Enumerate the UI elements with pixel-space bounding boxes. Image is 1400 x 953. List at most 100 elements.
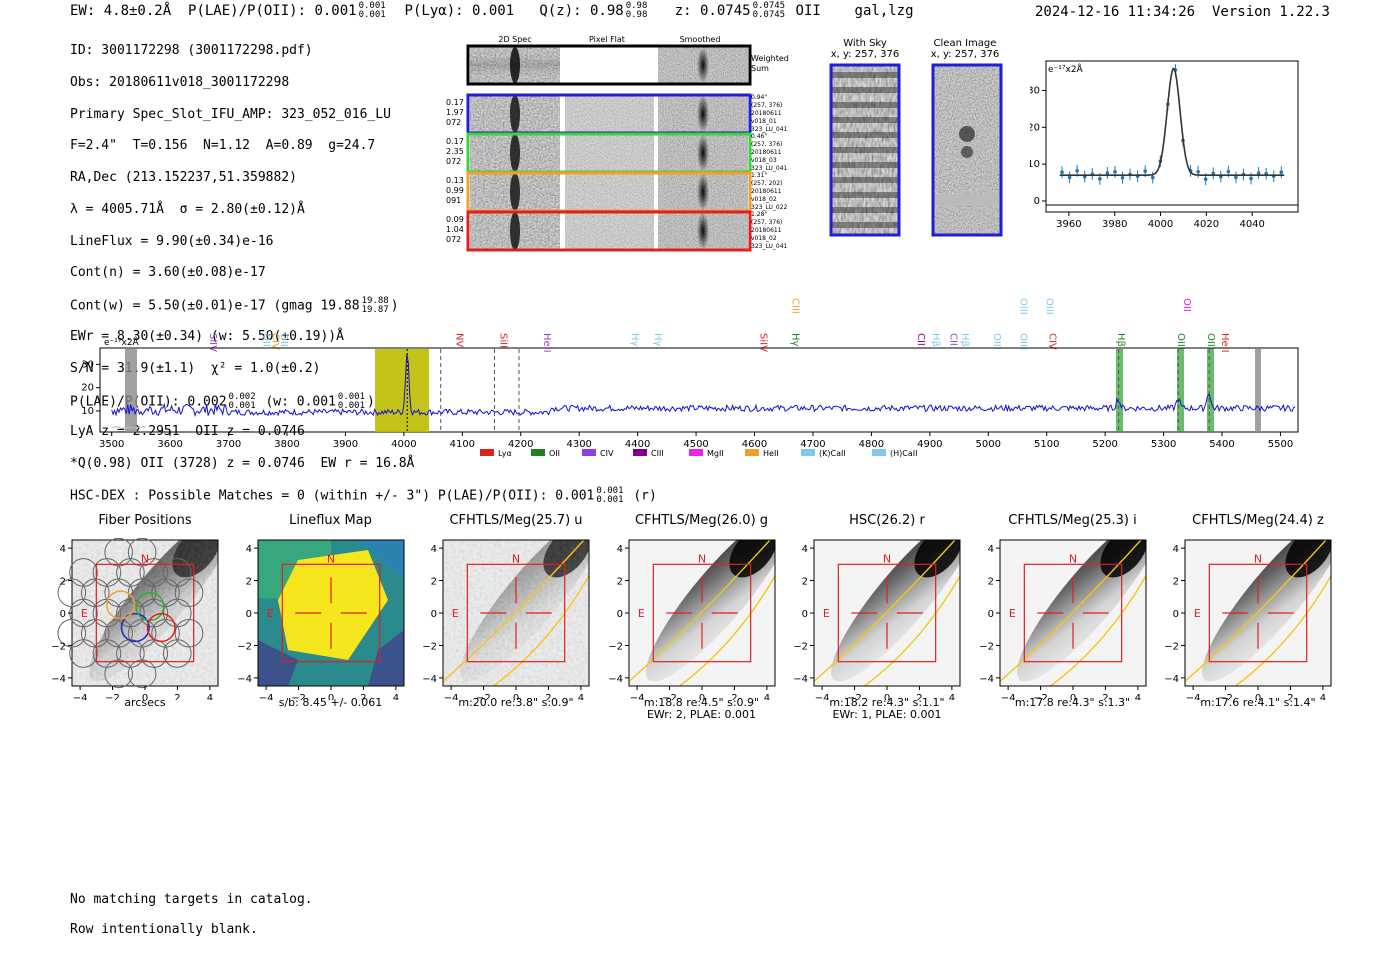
clean-image-title: Clean Image x, y: 257, 376 — [920, 38, 1010, 60]
cutout-xtick: 4 — [207, 693, 213, 700]
spectrum-xtick: 4900 — [917, 439, 942, 450]
hsc-suffix: (r) — [633, 488, 657, 504]
info-plae-w: (w: 0.001 — [265, 394, 336, 410]
sky-trace — [111, 425, 146, 430]
line-label: OIII — [1175, 333, 1186, 350]
footer-line2: Row intentionally blank. — [70, 922, 258, 937]
hsc-text: HSC-DEX : Possible Matches = 0 (within +… — [70, 488, 595, 504]
cutout-xtick: −4 — [444, 693, 459, 700]
line-label: CIV — [1047, 333, 1058, 350]
legend-entry: OII — [549, 449, 560, 458]
cutout-3: CFHTLS/Meg(25.7) u N E −4 −2 0 2 4 4 2 0 −2 −4 m:20.0… — [411, 508, 596, 723]
cutout-ytick: 4 — [431, 544, 437, 555]
aperture-box — [95, 563, 195, 663]
spectrum-xtick: 3600 — [157, 439, 182, 450]
clean-label: Clean Image — [933, 38, 997, 49]
spec2d-row-right-value: 0.94" — [751, 94, 767, 101]
cutout-1: Fiber Positions N E −4 −2 0 2 4 4 2 0 −2 −4 arcsecs — [40, 508, 225, 723]
cutout-ytick: −4 — [237, 674, 252, 685]
info-lineflux: LineFlux = 9.90(±0.34)e-16 — [70, 233, 274, 249]
info-radec: RA,Dec (213.152237,51.359882) — [70, 170, 297, 186]
cutout-ytick: −4 — [51, 674, 66, 685]
line-label: Hβ — [930, 333, 941, 347]
spec2d-row-right-value: 323_LU_041 — [751, 126, 788, 133]
east-label: E — [823, 607, 830, 620]
cutout-xtick: 2 — [1287, 693, 1293, 700]
cutout-xtick: −2 — [662, 693, 677, 700]
cutout-xtick: 4 — [578, 693, 584, 700]
detection-band — [375, 349, 429, 432]
info-contw-row: Cont(w) = 5.50(±0.01)e-17 (gmag 19.88 19.… — [70, 296, 399, 316]
spectrum-xtick: 5400 — [1209, 439, 1234, 450]
spec2d-row-right-value: 20180611 — [751, 227, 782, 234]
spec2d-row-right-value: v018_02 — [751, 235, 777, 242]
line-fit-point — [1067, 175, 1072, 180]
cutout-xtick: 4 — [763, 693, 769, 700]
cutout-caption-line1: s/b: 8.45 +/- 0.061 — [278, 696, 383, 709]
spectrum-xtick: 5200 — [1092, 439, 1117, 450]
line-label: NV — [453, 333, 464, 347]
cutout-xtick: 4 — [949, 693, 955, 700]
cutout-caption: s/b: 8.45 +/- 0.061 — [246, 697, 416, 709]
header-qz-range: 0.98 0.98 — [625, 1, 648, 20]
weighted-sum-row: Weighted Sum — [466, 44, 789, 86]
cutout-ytick: −4 — [793, 674, 808, 685]
spectrum-xtick: 3900 — [333, 439, 358, 450]
north-label: N — [1068, 552, 1076, 565]
header-ew: EW: 4.8±0.2Å — [70, 3, 172, 19]
cutout-xtick: −4 — [73, 693, 88, 700]
spectrum-xtick: 4300 — [566, 439, 591, 450]
cutout-ytick: 4 — [616, 544, 622, 555]
version: Version 1.22.3 — [1211, 4, 1330, 20]
cutout-xtick: 2 — [360, 693, 366, 700]
cutout-xtick: 4 — [392, 693, 398, 700]
line-fit-point — [1249, 176, 1253, 181]
cutout-caption-line1: m:17.6 re:4.1" s:1.4" — [1200, 696, 1316, 709]
cutout-ytick: 0 — [60, 609, 66, 620]
spec2d-row-right-value: 20180611 — [751, 149, 782, 156]
spec2d-row-right-value: (257, 202) — [751, 180, 782, 187]
weighted-label: Weighted — [751, 54, 789, 63]
col-2d-spec: 2D Spec — [498, 35, 531, 44]
spec2d-row-left-value: 091 — [446, 196, 461, 205]
col-pixel-flat: Pixel Flat — [589, 35, 625, 44]
line-fit-point — [1105, 171, 1110, 175]
line-fit-frame — [1045, 60, 1299, 213]
line-fit-point — [1234, 175, 1238, 180]
legend-entry: (H)CaII — [890, 449, 917, 458]
cutout-caption-line1: m:20.0 re:3.8" s:0.9" — [458, 696, 574, 709]
cutout-caption: m:17.8 re:4.3" s:1.3" — [988, 697, 1158, 709]
cutout-7: CFHTLS/Meg(24.4) z N E −4 −2 0 2 4 4 2 0 −2 −4 m:17.6… — [1153, 508, 1338, 723]
line-label: OII — [1181, 298, 1192, 312]
line-fit-xtick: 4000 — [1148, 219, 1173, 230]
cutout-xtick: 2 — [731, 693, 737, 700]
east-label: E — [1008, 607, 1015, 620]
spectrum-xtick: 5300 — [1151, 439, 1176, 450]
cutout-caption-line2: EWr: 2, PLAE: 0.001 — [646, 708, 757, 721]
spectrum-frame — [99, 347, 1299, 433]
col-smoothed: Smoothed — [680, 35, 721, 44]
line-label: OIII — [991, 333, 1002, 350]
spec2d-panel: 2D Spec Pixel Flat Smoothed Weighted Sum… — [446, 35, 789, 252]
line-label: OIII — [1044, 298, 1055, 315]
east-label: E — [452, 607, 459, 620]
line-fit-point — [1075, 168, 1079, 173]
cutout-ytick: 4 — [802, 544, 808, 555]
cutout-xtick: −2 — [1218, 693, 1233, 700]
spectrum-xtick: 4600 — [742, 439, 767, 450]
cutout-4: CFHTLS/Meg(26.0) g N E −4 −2 0 2 4 4 2 0 −2 −4 m:18.8… — [597, 508, 782, 723]
header-qz: Q(z): 0.98 — [539, 3, 624, 19]
line-fit-point — [1256, 171, 1261, 175]
line-fit-point — [1279, 170, 1284, 175]
line-label: OIII — [1017, 298, 1028, 315]
spec2d-row-left-value: 0.09 — [446, 215, 464, 224]
spectrum-trace — [111, 353, 1296, 418]
line-label: CIII — [790, 298, 801, 314]
line-fit-xtick: 3960 — [1056, 219, 1081, 230]
cutout-xtick: −2 — [476, 693, 491, 700]
line-label: OII — [278, 333, 289, 347]
line-fit-point — [1211, 171, 1216, 176]
header-plae: P(LAE)/P(OII): 0.001 — [188, 3, 357, 19]
north-label: N — [697, 552, 705, 565]
